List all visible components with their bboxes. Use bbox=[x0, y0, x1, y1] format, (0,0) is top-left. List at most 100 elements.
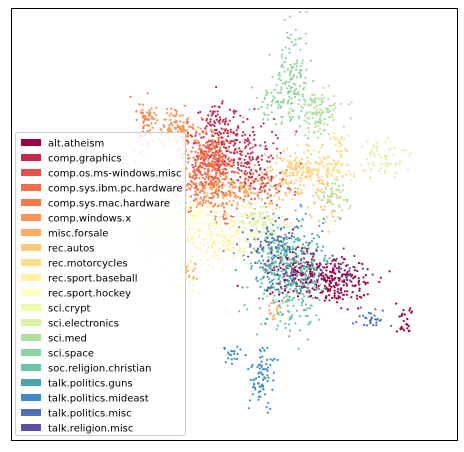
scatter-point bbox=[226, 244, 229, 247]
scatter-point bbox=[170, 107, 173, 110]
scatter-point bbox=[342, 284, 345, 287]
scatter-point bbox=[192, 199, 195, 202]
scatter-point bbox=[277, 247, 280, 251]
scatter-point bbox=[242, 186, 245, 189]
scatter-point bbox=[272, 212, 275, 215]
scatter-point bbox=[293, 258, 296, 261]
scatter-point bbox=[203, 178, 206, 181]
scatter-point bbox=[318, 298, 321, 302]
scatter-point bbox=[212, 191, 215, 194]
scatter-point bbox=[192, 284, 195, 287]
scatter-point bbox=[270, 302, 273, 305]
legend-item: comp.sys.ibm.pc.hardware bbox=[21, 184, 183, 195]
scatter-point bbox=[284, 322, 287, 325]
scatter-point bbox=[230, 181, 233, 184]
scatter-point bbox=[271, 202, 274, 205]
scatter-point bbox=[202, 201, 205, 204]
scatter-point bbox=[340, 209, 343, 212]
scatter-point bbox=[276, 156, 279, 159]
scatter-point bbox=[312, 237, 315, 240]
scatter-point bbox=[205, 131, 208, 134]
scatter-point bbox=[310, 280, 313, 283]
scatter-point bbox=[355, 321, 358, 324]
scatter-point bbox=[252, 247, 255, 250]
scatter-point bbox=[280, 122, 283, 125]
legend-item: talk.politics.mideast bbox=[21, 394, 149, 405]
scatter-point bbox=[276, 137, 279, 140]
scatter-point bbox=[259, 206, 262, 209]
scatter-point bbox=[299, 203, 302, 206]
scatter-point bbox=[289, 277, 292, 280]
scatter-point bbox=[187, 223, 190, 226]
scatter-point bbox=[210, 169, 213, 173]
scatter-point bbox=[279, 157, 282, 160]
scatter-point bbox=[292, 75, 295, 78]
scatter-point bbox=[301, 292, 304, 296]
scatter-point bbox=[249, 191, 253, 194]
scatter-point bbox=[227, 181, 230, 184]
scatter-point bbox=[333, 292, 336, 295]
scatter-point bbox=[273, 301, 276, 304]
scatter-point bbox=[349, 205, 352, 208]
scatter-point bbox=[291, 116, 294, 119]
scatter-point bbox=[285, 31, 289, 34]
scatter-point bbox=[232, 140, 235, 143]
scatter-point bbox=[310, 172, 313, 175]
scatter-point bbox=[286, 87, 289, 90]
scatter-point bbox=[213, 128, 216, 132]
series-soc-religion-christian bbox=[238, 209, 326, 350]
scatter-point bbox=[351, 322, 355, 325]
scatter-point bbox=[249, 378, 252, 381]
scatter-point bbox=[315, 314, 318, 317]
scatter-point bbox=[380, 162, 383, 166]
scatter-point bbox=[243, 258, 246, 262]
scatter-point bbox=[288, 47, 291, 50]
scatter-point bbox=[288, 15, 291, 18]
scatter-point bbox=[276, 100, 279, 103]
scatter-point bbox=[261, 277, 264, 280]
scatter-point bbox=[324, 254, 327, 257]
scatter-point bbox=[290, 237, 293, 240]
scatter-point bbox=[170, 112, 173, 115]
scatter-point bbox=[291, 268, 294, 271]
scatter-point bbox=[233, 246, 236, 250]
scatter-point bbox=[215, 173, 218, 176]
scatter-point bbox=[242, 120, 245, 124]
scatter-point bbox=[304, 134, 307, 137]
scatter-point bbox=[257, 391, 260, 394]
scatter-point bbox=[342, 247, 345, 250]
scatter-point bbox=[210, 202, 213, 205]
legend-item: comp.graphics bbox=[21, 154, 122, 165]
scatter-point bbox=[326, 195, 329, 198]
scatter-point bbox=[227, 123, 230, 126]
scatter-point bbox=[324, 220, 327, 223]
scatter-point bbox=[287, 291, 290, 294]
scatter-point bbox=[213, 175, 217, 179]
scatter-point bbox=[224, 164, 227, 167]
scatter-point bbox=[287, 267, 291, 270]
scatter-point bbox=[266, 175, 269, 179]
scatter-point bbox=[213, 110, 216, 113]
scatter-point bbox=[218, 148, 222, 151]
legend-swatch bbox=[21, 139, 41, 146]
scatter-point bbox=[214, 115, 218, 118]
scatter-point bbox=[358, 287, 361, 290]
scatter-point bbox=[297, 187, 300, 190]
scatter-point bbox=[290, 261, 293, 265]
scatter-point bbox=[339, 267, 343, 270]
scatter-point bbox=[211, 139, 214, 142]
scatter-point bbox=[408, 154, 411, 157]
scatter-point bbox=[340, 256, 343, 259]
scatter-point bbox=[390, 162, 393, 165]
scatter-point bbox=[339, 156, 342, 159]
scatter-point bbox=[286, 218, 289, 221]
scatter-point bbox=[192, 166, 195, 169]
scatter-point bbox=[288, 37, 291, 40]
scatter-point bbox=[297, 37, 300, 40]
scatter-point bbox=[210, 214, 213, 217]
scatter-point bbox=[281, 299, 284, 302]
scatter-point bbox=[312, 268, 315, 271]
scatter-point bbox=[283, 157, 286, 160]
scatter-point bbox=[380, 155, 383, 159]
scatter-point bbox=[311, 116, 314, 119]
